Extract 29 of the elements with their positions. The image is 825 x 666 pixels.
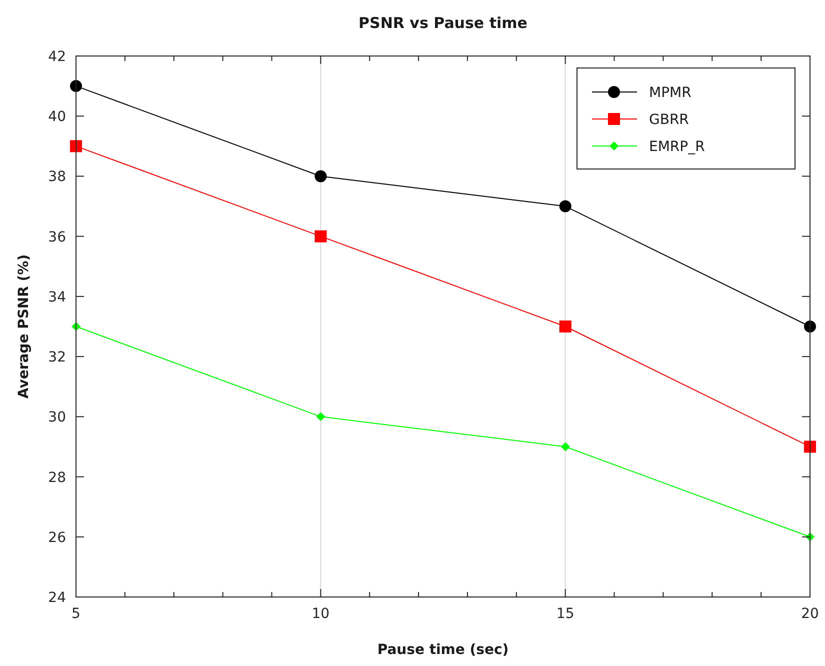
point <box>70 80 82 92</box>
point <box>559 320 572 332</box>
legend-label: MPMR <box>649 85 692 101</box>
point <box>560 442 570 452</box>
chart-title: PSNR vs Pause time <box>358 14 528 32</box>
legend-label: GBRR <box>649 112 690 128</box>
point <box>70 140 82 152</box>
y-tick-label: 38 <box>48 169 66 186</box>
point <box>314 230 327 242</box>
point <box>559 200 572 212</box>
y-tick-label: 34 <box>48 289 66 306</box>
point <box>314 170 327 182</box>
point <box>804 440 816 453</box>
y-axis-title: Average PSNR (%) <box>16 254 32 399</box>
y-tick-label: 42 <box>48 49 66 65</box>
y-tick-label: 36 <box>48 229 66 246</box>
x-tick-label: 15 <box>556 606 574 622</box>
x-tick-label: 10 <box>312 606 330 622</box>
y-tick-label: 32 <box>48 350 66 366</box>
x-tick-label: 5 <box>72 606 80 622</box>
x-tick-label: 20 <box>801 606 819 622</box>
y-tick-label: 26 <box>48 530 66 546</box>
y-tick-label: 28 <box>48 470 66 486</box>
legend-label: EMRP_R <box>649 139 706 155</box>
x-axis-title: Pause time (sec) <box>377 642 509 658</box>
y-tick-label: 24 <box>48 590 66 606</box>
point <box>316 412 326 422</box>
y-tick-label: 40 <box>48 109 66 126</box>
y-tick-label: 30 <box>48 410 66 426</box>
